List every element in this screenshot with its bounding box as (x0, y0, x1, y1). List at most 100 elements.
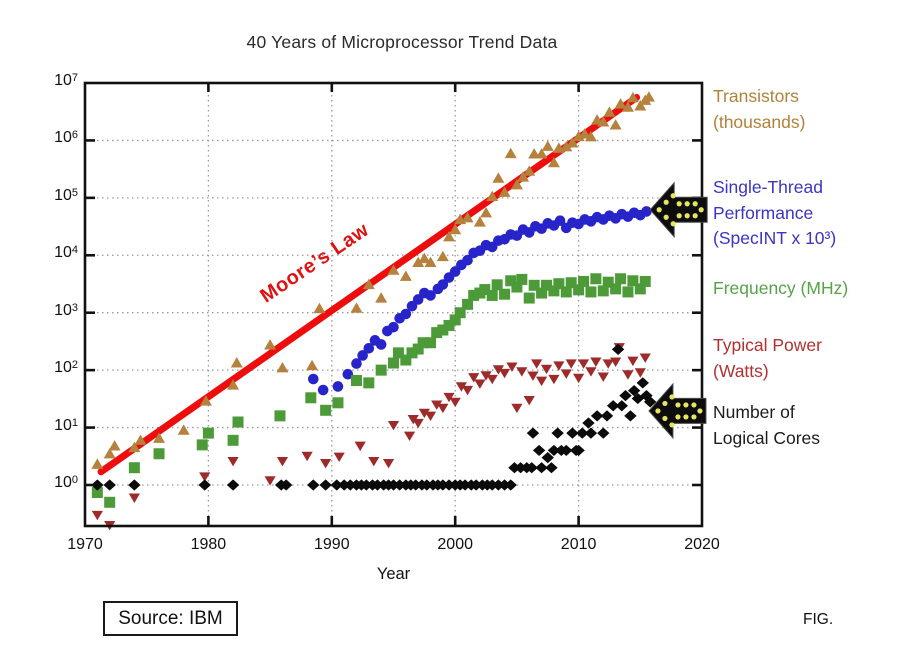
arrow-dot (697, 408, 703, 414)
marker-triangle-down (531, 359, 543, 369)
marker-square (553, 278, 565, 290)
marker-triangle-up (584, 130, 597, 142)
marker-diamond (545, 462, 558, 474)
marker-square (128, 462, 140, 474)
marker-square (400, 354, 412, 366)
marker-square (392, 347, 404, 359)
marker-triangle-down (639, 353, 651, 363)
x-tick-label-2010: 2010 (560, 536, 597, 553)
source-box: Source: IBM (103, 601, 238, 636)
marker-diamond (624, 410, 637, 422)
y-tick-label-10e1: 101 (54, 416, 78, 434)
x-tick-label-2000: 2000 (437, 536, 473, 553)
y-tick-label-10e2: 102 (54, 359, 78, 377)
marker-triangle-down (418, 408, 430, 419)
series-frequency (91, 273, 651, 508)
marker-square (499, 288, 511, 300)
marker-square (505, 275, 517, 287)
marker-circle (554, 215, 566, 227)
marker-triangle-down (128, 493, 140, 503)
arrow-dot (684, 201, 690, 207)
fig-label: FIG. (803, 611, 834, 628)
marker-triangle-down (506, 362, 518, 372)
marker-diamond (226, 479, 240, 491)
marker-triangle-down (492, 365, 504, 375)
marker-square (634, 283, 646, 295)
marker-triangle-up (634, 100, 647, 111)
marker-square (332, 397, 344, 409)
series-logical-cores (91, 343, 657, 491)
marker-triangle-down (486, 374, 498, 385)
x-tick-label-1980: 1980 (190, 536, 227, 553)
marker-circle (388, 321, 399, 333)
marker-triangle-down (474, 379, 486, 389)
marker-circle (641, 206, 652, 217)
marker-square (462, 298, 474, 310)
marker-triangle-down (333, 452, 345, 462)
marker-diamond (535, 462, 548, 474)
marker-triangle-down (627, 356, 639, 367)
marker-triangle-up (560, 141, 573, 152)
marker-square (202, 427, 214, 439)
marker-triangle-down (276, 456, 289, 467)
marker-triangle-up (264, 339, 277, 350)
marker-square (375, 364, 387, 376)
marker-circle (437, 279, 449, 290)
marker-diamond (560, 444, 573, 457)
marker-triangle-up (510, 178, 523, 190)
marker-diamond (525, 462, 538, 474)
y-tick-label-10e6: 106 (54, 129, 78, 147)
marker-triangle-down (573, 373, 585, 384)
marker-circle (351, 358, 362, 369)
marker-triangle-down (535, 376, 548, 387)
marker-triangle-up (498, 186, 511, 197)
marker-circle (317, 384, 329, 396)
marker-diamond (566, 427, 579, 439)
marker-triangle-up (642, 91, 655, 102)
arrow-dot (676, 213, 682, 219)
marker-diamond (606, 400, 620, 412)
marker-triangle-up (362, 278, 375, 290)
marker-triangle-up (621, 101, 634, 112)
marker-square (431, 327, 443, 339)
marker-triangle-up (128, 441, 141, 453)
marker-triangle-up (153, 432, 166, 443)
marker-triangle-down (560, 369, 572, 379)
y-tick-label-10e5: 105 (54, 186, 78, 204)
marker-circle (406, 300, 418, 312)
arrow-dot (684, 213, 690, 219)
marker-triangle-up (443, 230, 456, 242)
marker-square (437, 324, 449, 336)
marker-square (578, 275, 590, 287)
marker-triangle-up (230, 357, 243, 368)
marker-diamond (532, 444, 546, 457)
arrow-shape (649, 181, 708, 239)
marker-diamond (198, 479, 211, 491)
marker-triangle-down (498, 368, 511, 379)
marker-square (454, 307, 466, 319)
marker-square (153, 448, 165, 460)
marker-triangle-up (609, 119, 622, 130)
marker-triangle-up (306, 359, 319, 371)
marker-diamond (600, 410, 614, 422)
marker-triangle-up (572, 130, 585, 142)
marker-triangle-up (535, 148, 548, 159)
arrow-dot (683, 414, 689, 420)
marker-circle (462, 254, 473, 266)
marker-diamond (576, 427, 589, 439)
arrow-dot (698, 207, 704, 213)
marker-triangle-up (449, 223, 462, 235)
marker-triangle-up (387, 264, 400, 275)
marker-triangle-up (91, 458, 104, 469)
marker-square (536, 287, 548, 299)
series-transistors (91, 91, 655, 469)
marker-triangle-down (597, 372, 609, 382)
marker-triangle-up (480, 206, 493, 218)
arrow-dot (662, 400, 668, 407)
marker-triangle-down (461, 385, 474, 396)
marker-triangle-down (610, 357, 622, 367)
marker-triangle-up (603, 106, 616, 117)
plot-border (83, 81, 704, 528)
marker-triangle-up (492, 172, 505, 183)
